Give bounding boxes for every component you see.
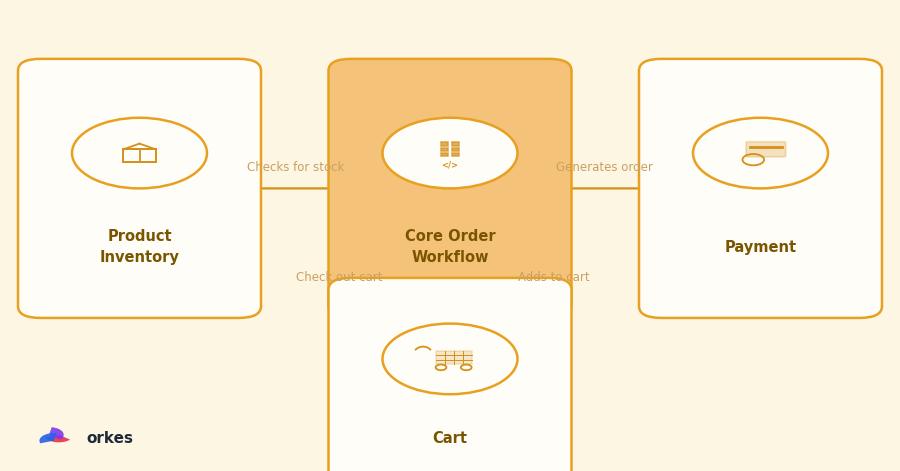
Text: Product
Inventory: Product Inventory (100, 229, 179, 265)
Text: Cart: Cart (433, 430, 467, 446)
Circle shape (382, 118, 518, 188)
FancyBboxPatch shape (639, 59, 882, 318)
FancyBboxPatch shape (441, 148, 448, 151)
Text: Check out cart: Check out cart (296, 271, 382, 284)
FancyBboxPatch shape (328, 278, 572, 471)
Text: Generates order: Generates order (556, 161, 653, 174)
FancyBboxPatch shape (436, 351, 472, 364)
Text: Core Order
Workflow: Core Order Workflow (405, 229, 495, 265)
Text: orkes: orkes (86, 430, 133, 446)
FancyBboxPatch shape (441, 153, 448, 156)
Text: </>: </> (442, 160, 458, 170)
Wedge shape (40, 433, 57, 443)
FancyBboxPatch shape (452, 148, 459, 151)
FancyBboxPatch shape (452, 143, 459, 146)
Text: Adds to cart: Adds to cart (518, 271, 590, 284)
FancyBboxPatch shape (18, 59, 261, 318)
FancyBboxPatch shape (452, 153, 459, 156)
Circle shape (693, 118, 828, 188)
Wedge shape (50, 427, 64, 439)
Circle shape (72, 118, 207, 188)
Wedge shape (45, 435, 70, 442)
Text: Checks for stock: Checks for stock (247, 161, 344, 174)
FancyBboxPatch shape (746, 142, 786, 157)
FancyBboxPatch shape (328, 59, 572, 318)
Circle shape (382, 324, 518, 394)
FancyBboxPatch shape (441, 143, 448, 146)
Text: Payment: Payment (724, 240, 796, 255)
